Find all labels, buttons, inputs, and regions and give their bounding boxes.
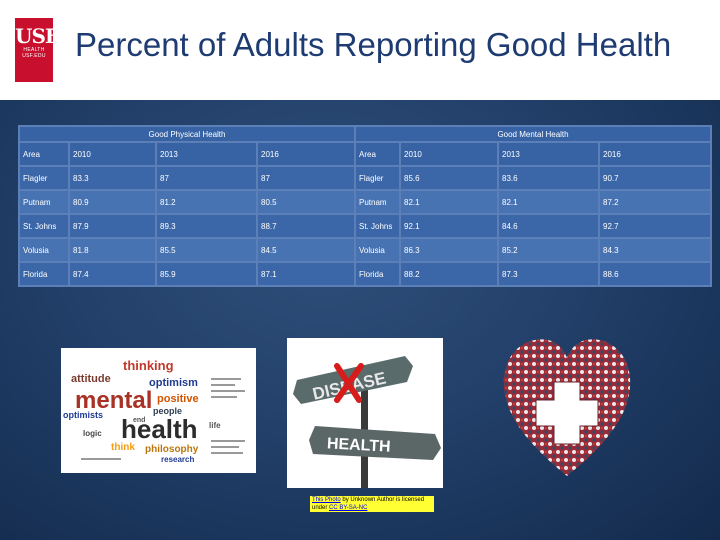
table-cell: 92.7 bbox=[597, 213, 713, 239]
wordcloud-word: people bbox=[153, 406, 182, 416]
slide-header: USF HEALTH USF.EDU Percent of Adults Rep… bbox=[0, 0, 720, 100]
table-cell: 82.1 bbox=[497, 189, 600, 215]
heart-medical-collage-image bbox=[500, 330, 635, 480]
table-cell: 85.6 bbox=[399, 165, 499, 191]
table-cell: St. Johns bbox=[18, 213, 70, 239]
table-cell: 86.3 bbox=[399, 237, 499, 263]
table-cell: 88.2 bbox=[399, 261, 499, 287]
column-header: 2013 bbox=[155, 141, 258, 167]
heart-graphic bbox=[503, 339, 631, 476]
logo-mark: USF bbox=[15, 24, 59, 48]
photo-credit: This Photo by Unknown Author is licensed… bbox=[310, 496, 434, 512]
table-cell: 83.6 bbox=[497, 165, 600, 191]
signpost-health-label: HEALTH bbox=[326, 435, 391, 455]
wordcloud-word: optimism bbox=[149, 377, 198, 389]
wordcloud-word: thinking bbox=[123, 358, 174, 373]
wordcloud-word: attitude bbox=[71, 373, 111, 385]
wordcloud-word: optimists bbox=[63, 410, 103, 420]
wordcloud-word: philosophy bbox=[145, 444, 199, 455]
table-cell: Florida bbox=[18, 261, 70, 287]
table-row: Putnam 80.9 81.2 80.5 Putnam 82.1 82.1 8… bbox=[18, 189, 713, 215]
photo-credit-text: by Unknown Author is licensed under bbox=[312, 497, 425, 511]
table-cell: 88.6 bbox=[597, 261, 713, 287]
table-cell: 87 bbox=[256, 165, 356, 191]
table-cell: 84.5 bbox=[256, 237, 356, 263]
usf-health-logo: USF HEALTH USF.EDU bbox=[15, 18, 59, 82]
table-cell: 92.1 bbox=[399, 213, 499, 239]
table-cell: Putnam bbox=[18, 189, 70, 215]
table-row: Florida 87.4 85.9 87.1 Florida 88.2 87.3… bbox=[18, 261, 713, 287]
table-cell: Putnam bbox=[354, 189, 401, 215]
wordcloud-word: life bbox=[209, 421, 221, 430]
table-cell: Flagler bbox=[354, 165, 401, 191]
table-cell: 87.3 bbox=[497, 261, 600, 287]
table-cell: 87.4 bbox=[68, 261, 157, 287]
table-cell: 81.2 bbox=[155, 189, 258, 215]
column-header: 2010 bbox=[399, 141, 499, 167]
wordcloud-word: think bbox=[111, 442, 135, 453]
table-cell: Volusia bbox=[18, 237, 70, 263]
good-health-table: Good Physical Health Good Mental Health … bbox=[18, 125, 713, 287]
disease-health-signpost-image: DISEASE HEALTH bbox=[287, 338, 443, 488]
column-header: Area bbox=[18, 141, 70, 167]
table-row: St. Johns 87.9 89.3 88.7 St. Johns 92.1 … bbox=[18, 213, 713, 239]
column-header: 2013 bbox=[497, 141, 600, 167]
table-cell: 84.6 bbox=[497, 213, 600, 239]
column-header: Area bbox=[354, 141, 401, 167]
wordcloud-word: mental bbox=[75, 387, 152, 414]
table-cell: 85.2 bbox=[497, 237, 600, 263]
table-cell: 80.9 bbox=[68, 189, 157, 215]
table-cell: 81.8 bbox=[68, 237, 157, 263]
table-cell: 85.5 bbox=[155, 237, 258, 263]
slide-title: Percent of Adults Reporting Good Health bbox=[75, 26, 672, 63]
table-cell: Volusia bbox=[354, 237, 401, 263]
wordcloud-word: health bbox=[121, 414, 198, 444]
table-cell: 87.1 bbox=[256, 261, 356, 287]
photo-credit-link[interactable]: This Photo bbox=[312, 497, 341, 503]
group-header-mental: Good Mental Health bbox=[353, 125, 713, 143]
logo-line-1: HEALTH bbox=[23, 47, 45, 53]
wordcloud-graphic: thinking attitude optimism mental positi… bbox=[63, 358, 245, 464]
table-cell: 87 bbox=[155, 165, 258, 191]
table-cell: Flagler bbox=[18, 165, 70, 191]
wordcloud-word: logic bbox=[83, 429, 102, 438]
column-header: 2016 bbox=[597, 141, 713, 167]
table-cell: 90.7 bbox=[597, 165, 713, 191]
table-cell: St. Johns bbox=[354, 213, 401, 239]
table-cell: 88.7 bbox=[256, 213, 356, 239]
group-header-physical: Good Physical Health bbox=[18, 125, 356, 143]
license-link[interactable]: CC BY-SA-NC bbox=[329, 505, 368, 511]
table-cell: 84.3 bbox=[597, 237, 713, 263]
table-cell: 87.2 bbox=[597, 189, 713, 215]
table-cell: 80.5 bbox=[256, 189, 356, 215]
column-header: 2010 bbox=[68, 141, 157, 167]
table-cell: Florida bbox=[354, 261, 401, 287]
column-header-row: Area 2010 2013 2016 Area 2010 2013 2016 bbox=[18, 141, 713, 167]
table-cell: 82.1 bbox=[399, 189, 499, 215]
table-cell: 89.3 bbox=[155, 213, 258, 239]
group-header-row: Good Physical Health Good Mental Health bbox=[18, 125, 713, 143]
table-cell: 87.9 bbox=[68, 213, 157, 239]
signpost-graphic: DISEASE HEALTH bbox=[287, 338, 443, 488]
column-header: 2016 bbox=[256, 141, 356, 167]
wordcloud-word: end bbox=[133, 417, 145, 424]
mental-health-wordcloud-image: thinking attitude optimism mental positi… bbox=[61, 348, 256, 473]
table-cell: 85.9 bbox=[155, 261, 258, 287]
logo-line-2: USF.EDU bbox=[22, 53, 46, 59]
table-row: Flagler 83.3 87 87 Flagler 85.6 83.6 90.… bbox=[18, 165, 713, 191]
table-row: Volusia 81.8 85.5 84.5 Volusia 86.3 85.2… bbox=[18, 237, 713, 263]
wordcloud-word: research bbox=[161, 455, 194, 464]
table-cell: 83.3 bbox=[68, 165, 157, 191]
wordcloud-word: positive bbox=[157, 393, 199, 405]
